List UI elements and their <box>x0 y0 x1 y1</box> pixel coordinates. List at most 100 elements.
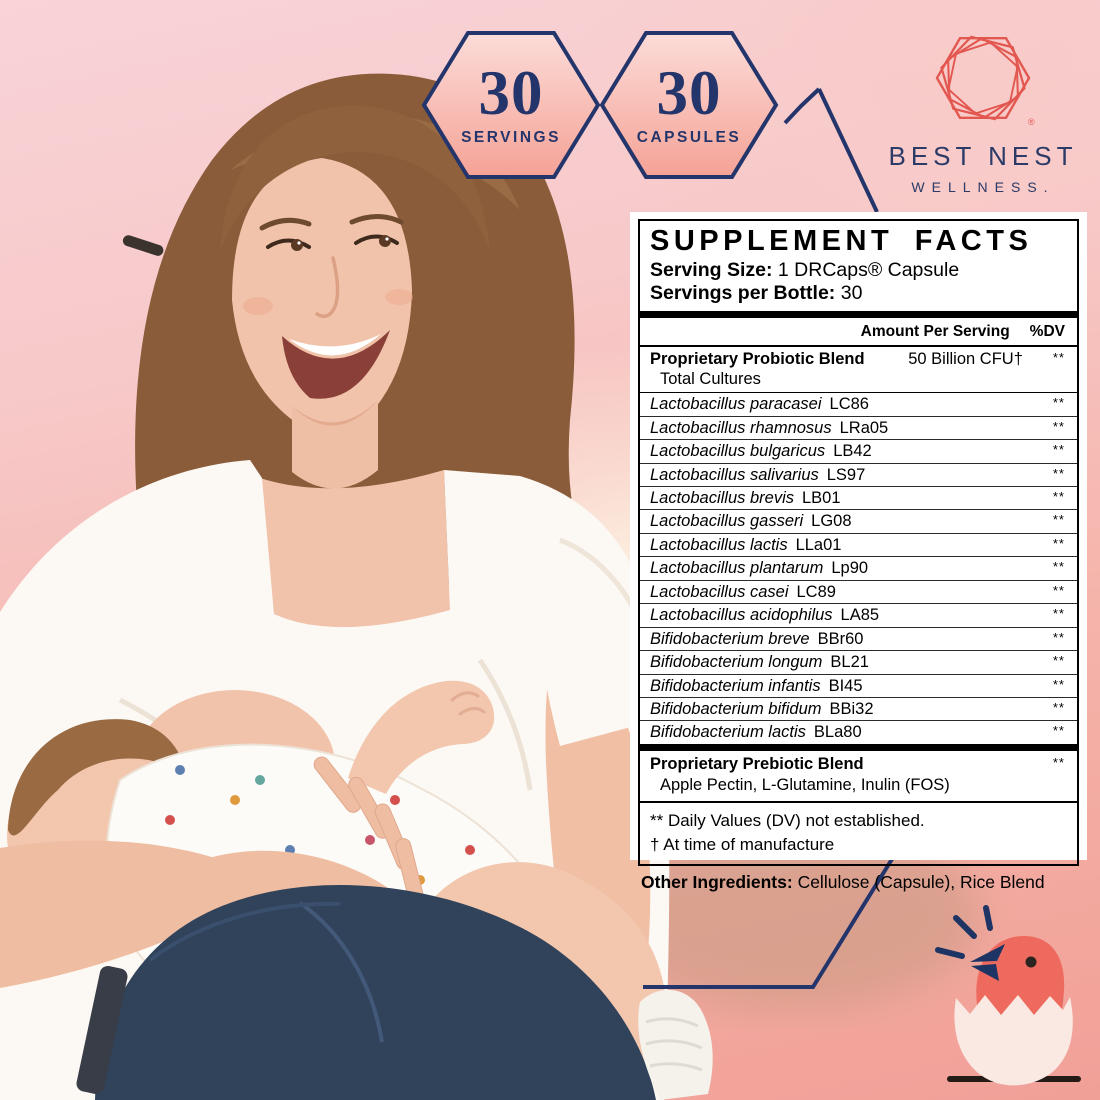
strain-species: Lactobacillus salivarius <box>650 465 819 484</box>
strain-species: Lactobacillus gasseri <box>650 512 804 531</box>
divider-bar <box>640 743 1077 751</box>
strain-row: Bifidobacterium infantis BI45 ** <box>640 675 1077 699</box>
strain-dv: ** <box>1052 606 1065 622</box>
footnote-manufacture: † At time of manufacture <box>650 834 835 854</box>
strain-dv: ** <box>1052 723 1065 739</box>
strain-dv: ** <box>1052 442 1065 458</box>
strain-code: LC86 <box>829 395 869 414</box>
hexagon-badge-shape <box>421 31 601 179</box>
brand-tagline: WELLNESS. <box>911 179 1055 195</box>
probiotic-blend-amount: 50 Billion CFU† <box>908 349 1023 368</box>
other-ingredients-value: Cellulose (Capsule), Rice Blend <box>797 872 1045 893</box>
strain-code: BLa80 <box>813 723 862 742</box>
servings-label: SERVINGS <box>461 128 561 146</box>
strain-dv: ** <box>1052 676 1065 692</box>
strain-species: Lactobacillus brevis <box>650 488 794 507</box>
strain-dv: ** <box>1052 488 1065 504</box>
serving-size-line: Serving Size: 1 DRCaps® Capsule <box>650 259 1067 282</box>
column-headers: Amount Per Serving %DV <box>640 318 1077 347</box>
strain-row: Lactobacillus salivarius LS97 ** <box>640 464 1077 487</box>
baby-sock-foot <box>638 989 713 1100</box>
prebiotic-blend-sub: Apple Pectin, L-Glutamine, Inulin (FOS) <box>660 776 950 795</box>
capsules-count: 30 <box>656 57 722 128</box>
probiotic-blend-sub: Total Cultures <box>660 370 761 389</box>
serving-size-label: Serving Size: <box>650 258 773 281</box>
prebiotic-blend-dv: ** <box>1052 754 1065 770</box>
badge-servings: 30 SERVINGS <box>421 29 601 181</box>
strain-code: LG08 <box>811 512 852 531</box>
strain-dv: ** <box>1052 582 1065 598</box>
supplement-facts-box: SUPPLEMENT FACTS Serving Size: 1 DRCaps®… <box>638 219 1079 867</box>
strain-dv: ** <box>1052 395 1065 411</box>
strain-species: Bifidobacterium breve <box>650 629 810 648</box>
jeans <box>76 884 656 1100</box>
strain-dv: ** <box>1052 512 1065 528</box>
nested-hexagons-icon: ® <box>935 35 1035 127</box>
probiotic-blend-row: Proprietary Probiotic Blend 50 Billion C… <box>640 347 1077 394</box>
strain-code: LB42 <box>833 442 872 461</box>
strain-code: BBr60 <box>817 629 864 648</box>
amount-per-serving-header: Amount Per Serving <box>860 322 1010 340</box>
strain-species: Lactobacillus paracasei <box>650 395 822 414</box>
strain-row: Lactobacillus gasseri LG08 ** <box>640 510 1077 534</box>
probiotic-blend-name: Proprietary Probiotic Blend <box>650 349 865 368</box>
strain-species: Lactobacillus plantarum <box>650 559 824 578</box>
strain-dv: ** <box>1052 700 1065 716</box>
strain-dv: ** <box>1052 559 1065 575</box>
strain-dv: ** <box>1052 535 1065 551</box>
footnotes: ** Daily Values (DV) not established. † … <box>640 803 1077 865</box>
strain-row: Lactobacillus lactis LLa01 ** <box>640 534 1077 558</box>
strain-row: Lactobacillus casei LC89 ** <box>640 581 1077 605</box>
strain-code: LLa01 <box>795 535 842 554</box>
servings-per-bottle-value: 30 <box>840 282 863 305</box>
brand-name: BEST NEST <box>888 141 1078 171</box>
strain-row: Bifidobacterium bifidum BBi32 ** <box>640 698 1077 722</box>
strain-code: LA85 <box>840 606 880 625</box>
carrier-strap <box>76 965 128 1095</box>
supplement-facts-header: SUPPLEMENT FACTS Serving Size: 1 DRCaps®… <box>640 221 1077 311</box>
prebiotic-blend-name: Proprietary Prebiotic Blend <box>650 754 864 773</box>
strain-row: Bifidobacterium longum BL21 ** <box>640 651 1077 675</box>
strain-row: Bifidobacterium breve BBr60 ** <box>640 628 1077 652</box>
strain-row: Bifidobacterium lactis BLa80 ** <box>640 721 1077 743</box>
divider-bar <box>640 310 1077 318</box>
registered-mark: ® <box>1028 117 1035 127</box>
brand-logo: ® BEST NEST WELLNESS. <box>877 26 1089 195</box>
strain-row: Lactobacillus acidophilus LA85 ** <box>640 604 1077 628</box>
strain-dv: ** <box>1052 465 1065 481</box>
strain-row: Lactobacillus plantarum Lp90 ** <box>640 557 1077 581</box>
strain-code: Lp90 <box>831 559 869 578</box>
strain-species: Bifidobacterium bifidum <box>650 700 822 719</box>
other-ingredients-label: Other Ingredients: <box>641 872 793 893</box>
strain-row: Lactobacillus rhamnosus LRa05 ** <box>640 417 1077 441</box>
strain-dv: ** <box>1052 418 1065 434</box>
strain-code: LC89 <box>796 582 836 601</box>
strain-species: Lactobacillus lactis <box>650 535 788 554</box>
strain-row: Lactobacillus paracasei LC86 ** <box>640 393 1077 417</box>
capsules-label: CAPSULES <box>636 128 742 146</box>
dv-header: %DV <box>1029 322 1065 340</box>
strain-dv: ** <box>1052 653 1065 669</box>
servings-count: 30 <box>478 57 544 128</box>
other-ingredients-line: Other Ingredients: Cellulose (Capsule), … <box>638 866 1079 893</box>
strain-species: Bifidobacterium lactis <box>650 723 806 742</box>
servings-per-bottle-line: Servings per Bottle: 30 <box>650 282 1067 305</box>
supplement-facts-panel: SUPPLEMENT FACTS Serving Size: 1 DRCaps®… <box>630 212 1087 892</box>
strain-code: LRa05 <box>839 418 889 437</box>
panel-title: SUPPLEMENT FACTS <box>650 225 1033 257</box>
servings-per-bottle-label: Servings per Bottle: <box>650 282 836 305</box>
strain-code: BI45 <box>828 676 863 695</box>
footnote-dv: ** Daily Values (DV) not established. <box>650 810 925 830</box>
strain-list: Lactobacillus paracasei LC86 ** Lactobacill… <box>640 393 1077 744</box>
strain-species: Lactobacillus rhamnosus <box>650 418 832 437</box>
strain-species: Bifidobacterium longum <box>650 653 823 672</box>
strain-code: LS97 <box>826 465 866 484</box>
probiotic-blend-dv: ** <box>1052 349 1065 365</box>
strain-code: BBi32 <box>829 700 874 719</box>
hexagon-badge-shape <box>599 31 779 179</box>
strain-row: Lactobacillus bulgaricus LB42 ** <box>640 440 1077 464</box>
strain-species: Bifidobacterium infantis <box>650 676 821 695</box>
